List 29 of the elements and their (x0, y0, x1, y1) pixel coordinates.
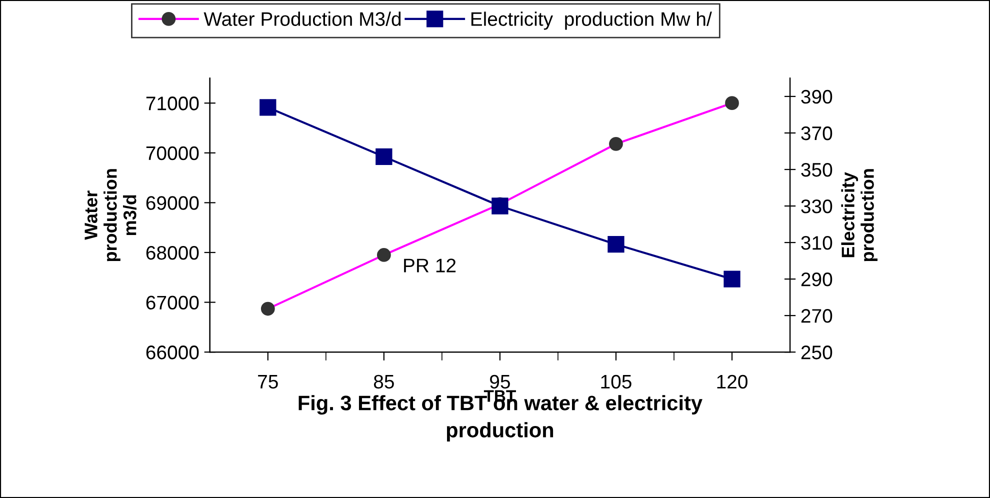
point (608, 236, 624, 253)
y2-tick-label: 310 (801, 236, 832, 250)
y2-axis-title: Electricity production (841, 169, 878, 262)
y2-tick-label: 350 (801, 162, 832, 177)
point (724, 270, 740, 288)
y-tick-label: 67000 (146, 296, 199, 310)
y-tick-label: 69000 (146, 196, 199, 210)
x-tick-label: 95 (490, 374, 510, 389)
y2-tick-label: 250 (801, 346, 832, 360)
y2-tick-label: 290 (801, 272, 832, 286)
y-axis-title: Water production m3/d (84, 169, 136, 262)
legend-label: Electricity production Mw h/ (471, 12, 712, 30)
x-tick-label: 105 (601, 374, 632, 389)
y2-tick-label: 270 (801, 309, 832, 323)
x-tick-label: 85 (374, 374, 394, 389)
y-tick-label: 66000 (146, 346, 199, 360)
x-tick-label: 75 (258, 375, 278, 389)
y-tick-label: 68000 (146, 246, 199, 260)
y2-tick-label: 390 (801, 90, 832, 104)
point (492, 198, 508, 214)
y-tick-label: 71000 (146, 96, 199, 110)
y2-tick-label: 330 (801, 199, 832, 214)
annotation: PR 12 (404, 258, 456, 272)
point (376, 148, 392, 166)
x-tick-label: 120 (717, 374, 748, 389)
point (260, 99, 276, 116)
legend-label: Water Production M3/d (204, 12, 401, 26)
y2-tick-label: 370 (801, 126, 832, 140)
y-tick-label: 70000 (146, 146, 199, 160)
